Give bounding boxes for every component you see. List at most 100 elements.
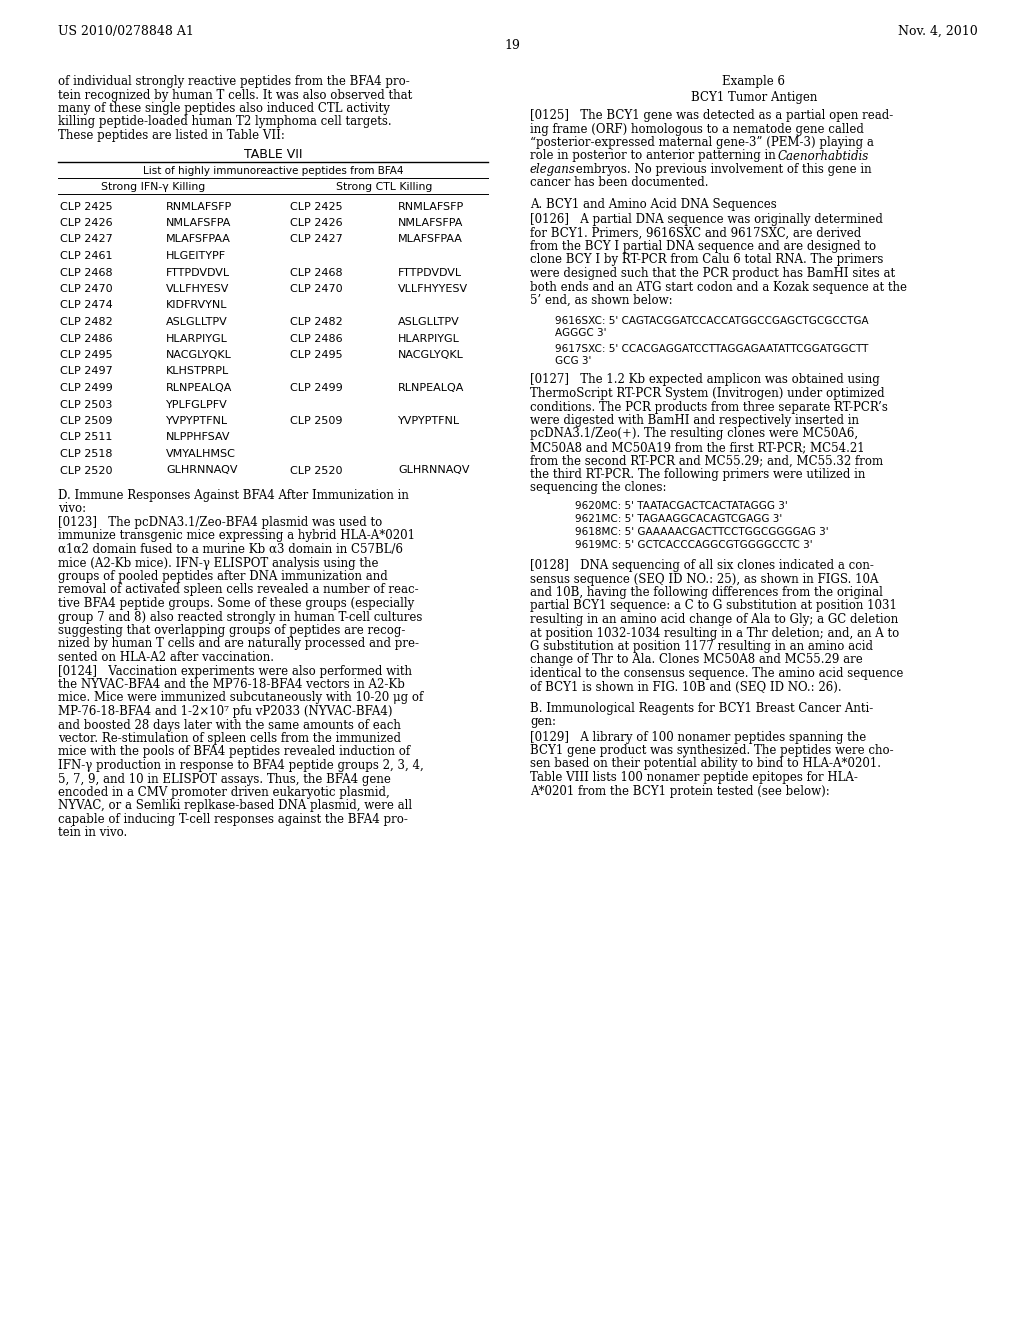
- Text: many of these single peptides also induced CTL activity: many of these single peptides also induc…: [58, 102, 390, 115]
- Text: mice (A2-Kb mice). IFN-γ ELISPOT analysis using the: mice (A2-Kb mice). IFN-γ ELISPOT analysi…: [58, 557, 379, 569]
- Text: RLNPEALQA: RLNPEALQA: [166, 383, 232, 393]
- Text: CLP 2499: CLP 2499: [290, 383, 343, 393]
- Text: elegans: elegans: [530, 162, 575, 176]
- Text: CLP 2509: CLP 2509: [290, 416, 342, 426]
- Text: CLP 2511: CLP 2511: [60, 433, 113, 442]
- Text: ing frame (ORF) homologous to a nematode gene called: ing frame (ORF) homologous to a nematode…: [530, 123, 864, 136]
- Text: VLLFHYYESV: VLLFHYYESV: [398, 284, 468, 294]
- Text: CLP 2495: CLP 2495: [290, 350, 343, 360]
- Text: ASLGLLTPV: ASLGLLTPV: [166, 317, 227, 327]
- Text: G substitution at position 1177 resulting in an amino acid: G substitution at position 1177 resultin…: [530, 640, 873, 653]
- Text: tein in vivo.: tein in vivo.: [58, 826, 127, 840]
- Text: CLP 2497: CLP 2497: [60, 367, 113, 376]
- Text: BCY1 Tumor Antigen: BCY1 Tumor Antigen: [691, 91, 817, 104]
- Text: HLARPIYGL: HLARPIYGL: [398, 334, 460, 343]
- Text: B. Immunological Reagents for BCY1 Breast Cancer Anti-: B. Immunological Reagents for BCY1 Breas…: [530, 702, 873, 715]
- Text: RNMLAFSFP: RNMLAFSFP: [166, 202, 232, 211]
- Text: NACGLYQKL: NACGLYQKL: [166, 350, 231, 360]
- Text: GLHRNNAQV: GLHRNNAQV: [398, 466, 469, 475]
- Text: role in posterior to anterior patterning in: role in posterior to anterior patterning…: [530, 149, 779, 162]
- Text: 9616SXC: 5' CAGTACGGATCCACCATGGCCGAGCTGCGCCTGA: 9616SXC: 5' CAGTACGGATCCACCATGGCCGAGCTGC…: [555, 315, 868, 326]
- Text: Caenorhabtidis: Caenorhabtidis: [778, 149, 869, 162]
- Text: KLHSTPRPL: KLHSTPRPL: [166, 367, 229, 376]
- Text: groups of pooled peptides after DNA immunization and: groups of pooled peptides after DNA immu…: [58, 570, 388, 583]
- Text: RNMLAFSFP: RNMLAFSFP: [398, 202, 464, 211]
- Text: CLP 2425: CLP 2425: [290, 202, 343, 211]
- Text: CLP 2520: CLP 2520: [290, 466, 342, 475]
- Text: CLP 2474: CLP 2474: [60, 301, 113, 310]
- Text: of BCY1 is shown in FIG. 10B and (SEQ ID NO.: 26).: of BCY1 is shown in FIG. 10B and (SEQ ID…: [530, 681, 842, 693]
- Text: MLAFSFPAA: MLAFSFPAA: [398, 235, 463, 244]
- Text: NMLAFSFPA: NMLAFSFPA: [398, 218, 464, 228]
- Text: CLP 2468: CLP 2468: [290, 268, 343, 277]
- Text: sensus sequence (SEQ ID NO.: 25), as shown in FIGS. 10A: sensus sequence (SEQ ID NO.: 25), as sho…: [530, 573, 879, 586]
- Text: Strong IFN-γ Killing: Strong IFN-γ Killing: [101, 182, 205, 193]
- Text: RLNPEALQA: RLNPEALQA: [398, 383, 464, 393]
- Text: the third RT-PCR. The following primers were utilized in: the third RT-PCR. The following primers …: [530, 469, 865, 480]
- Text: α1α2 domain fused to a murine Kb α3 domain in C57BL/6: α1α2 domain fused to a murine Kb α3 doma…: [58, 543, 403, 556]
- Text: MLAFSFPAA: MLAFSFPAA: [166, 235, 230, 244]
- Text: GLHRNNAQV: GLHRNNAQV: [166, 466, 238, 475]
- Text: Table VIII lists 100 nonamer peptide epitopes for HLA-: Table VIII lists 100 nonamer peptide epi…: [530, 771, 858, 784]
- Text: YPLFGLPFV: YPLFGLPFV: [166, 400, 227, 409]
- Text: capable of inducing T-cell responses against the BFA4 pro-: capable of inducing T-cell responses aga…: [58, 813, 408, 826]
- Text: CLP 2509: CLP 2509: [60, 416, 113, 426]
- Text: A. BCY1 and Amino Acid DNA Sequences: A. BCY1 and Amino Acid DNA Sequences: [530, 198, 777, 211]
- Text: AGGGC 3': AGGGC 3': [555, 327, 606, 338]
- Text: group 7 and 8) also reacted strongly in human T-cell cultures: group 7 and 8) also reacted strongly in …: [58, 610, 422, 623]
- Text: CLP 2499: CLP 2499: [60, 383, 113, 393]
- Text: VMYALHMSC: VMYALHMSC: [166, 449, 236, 459]
- Text: HLGEITYPF: HLGEITYPF: [166, 251, 226, 261]
- Text: [0128]   DNA sequencing of all six clones indicated a con-: [0128] DNA sequencing of all six clones …: [530, 558, 873, 572]
- Text: mice. Mice were immunized subcutaneously with 10-20 μg of: mice. Mice were immunized subcutaneously…: [58, 692, 423, 705]
- Text: nized by human T cells and are naturally processed and pre-: nized by human T cells and are naturally…: [58, 638, 419, 651]
- Text: CLP 2427: CLP 2427: [60, 235, 113, 244]
- Text: BCY1 gene product was synthesized. The peptides were cho-: BCY1 gene product was synthesized. The p…: [530, 744, 894, 756]
- Text: mice with the pools of BFA4 peptides revealed induction of: mice with the pools of BFA4 peptides rev…: [58, 746, 411, 759]
- Text: CLP 2470: CLP 2470: [290, 284, 343, 294]
- Text: CLP 2486: CLP 2486: [290, 334, 343, 343]
- Text: FTTPDVDVL: FTTPDVDVL: [166, 268, 230, 277]
- Text: identical to the consensus sequence. The amino acid sequence: identical to the consensus sequence. The…: [530, 667, 903, 680]
- Text: removal of activated spleen cells revealed a number of reac-: removal of activated spleen cells reveal…: [58, 583, 419, 597]
- Text: US 2010/0278848 A1: US 2010/0278848 A1: [58, 25, 194, 38]
- Text: embryos. No previous involvement of this gene in: embryos. No previous involvement of this…: [572, 162, 871, 176]
- Text: resulting in an amino acid change of Ala to Gly; a GC deletion: resulting in an amino acid change of Ala…: [530, 612, 898, 626]
- Text: NMLAFSFPA: NMLAFSFPA: [166, 218, 231, 228]
- Text: 9618MC: 5' GAAAAACGACTTCCTGGCGGGGAG 3': 9618MC: 5' GAAAAACGACTTCCTGGCGGGGAG 3': [575, 527, 828, 537]
- Text: tive BFA4 peptide groups. Some of these groups (especially: tive BFA4 peptide groups. Some of these …: [58, 597, 415, 610]
- Text: immunize transgenic mice expressing a hybrid HLA-A*0201: immunize transgenic mice expressing a hy…: [58, 529, 415, 543]
- Text: sen based on their potential ability to bind to HLA-A*0201.: sen based on their potential ability to …: [530, 758, 881, 771]
- Text: [0125]   The BCY1 gene was detected as a partial open read-: [0125] The BCY1 gene was detected as a p…: [530, 110, 893, 121]
- Text: CLP 2520: CLP 2520: [60, 466, 113, 475]
- Text: NYVAC, or a Semliki replkase-based DNA plasmid, were all: NYVAC, or a Semliki replkase-based DNA p…: [58, 800, 412, 813]
- Text: HLARPIYGL: HLARPIYGL: [166, 334, 228, 343]
- Text: NACGLYQKL: NACGLYQKL: [398, 350, 464, 360]
- Text: FTTPDVDVL: FTTPDVDVL: [398, 268, 462, 277]
- Text: at position 1032-1034 resulting in a Thr deletion; and, an A to: at position 1032-1034 resulting in a Thr…: [530, 627, 899, 639]
- Text: List of highly immunoreactive peptides from BFA4: List of highly immunoreactive peptides f…: [142, 166, 403, 177]
- Text: were designed such that the PCR product has BamHI sites at: were designed such that the PCR product …: [530, 267, 895, 280]
- Text: TABLE VII: TABLE VII: [244, 149, 302, 161]
- Text: Strong CTL Killing: Strong CTL Killing: [336, 182, 432, 193]
- Text: “posterior-expressed maternal gene-3” (PEM-3) playing a: “posterior-expressed maternal gene-3” (P…: [530, 136, 873, 149]
- Text: suggesting that overlapping groups of peptides are recog-: suggesting that overlapping groups of pe…: [58, 624, 406, 638]
- Text: 9620MC: 5' TAATACGACTCACTATAGGG 3': 9620MC: 5' TAATACGACTCACTATAGGG 3': [575, 502, 787, 511]
- Text: pcDNA3.1/Zeo(+). The resulting clones were MC50A6,: pcDNA3.1/Zeo(+). The resulting clones we…: [530, 428, 858, 441]
- Text: CLP 2425: CLP 2425: [60, 202, 113, 211]
- Text: YVPYPTFNL: YVPYPTFNL: [166, 416, 228, 426]
- Text: CLP 2461: CLP 2461: [60, 251, 113, 261]
- Text: 9621MC: 5' TAGAAGGCACAGTCGAGG 3': 9621MC: 5' TAGAAGGCACAGTCGAGG 3': [575, 513, 782, 524]
- Text: D. Immune Responses Against BFA4 After Immunization in: D. Immune Responses Against BFA4 After I…: [58, 488, 409, 502]
- Text: killing peptide-loaded human T2 lymphoma cell targets.: killing peptide-loaded human T2 lymphoma…: [58, 116, 391, 128]
- Text: the NYVAC-BFA4 and the MP76-18-BFA4 vectors in A2-Kb: the NYVAC-BFA4 and the MP76-18-BFA4 vect…: [58, 678, 404, 690]
- Text: CLP 2426: CLP 2426: [290, 218, 343, 228]
- Text: [0126]   A partial DNA sequence was originally determined: [0126] A partial DNA sequence was origin…: [530, 213, 883, 226]
- Text: Example 6: Example 6: [723, 75, 785, 88]
- Text: These peptides are listed in Table VII:: These peptides are listed in Table VII:: [58, 129, 285, 143]
- Text: YVPYPTFNL: YVPYPTFNL: [398, 416, 460, 426]
- Text: 19: 19: [504, 40, 520, 51]
- Text: VLLFHYESV: VLLFHYESV: [166, 284, 229, 294]
- Text: clone BCY I by RT-PCR from Calu 6 total RNA. The primers: clone BCY I by RT-PCR from Calu 6 total …: [530, 253, 884, 267]
- Text: Nov. 4, 2010: Nov. 4, 2010: [898, 25, 978, 38]
